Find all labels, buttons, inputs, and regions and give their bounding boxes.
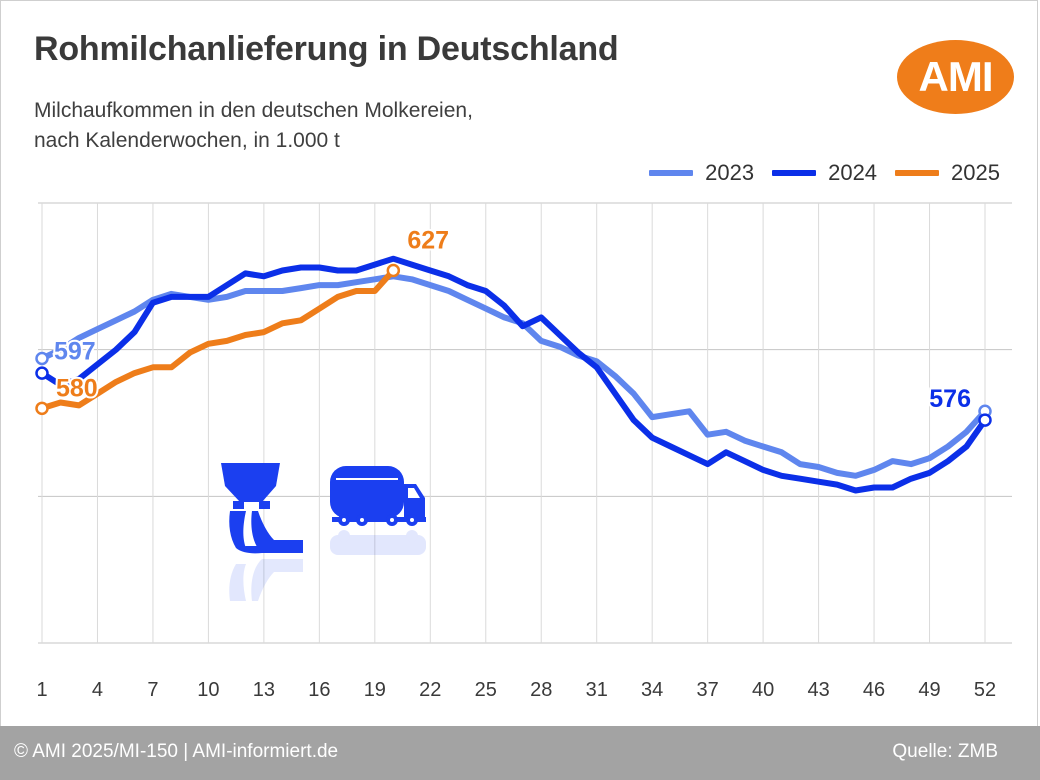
chart-title: Rohmilchanlieferung in Deutschland xyxy=(34,30,619,68)
x-tick-label: 10 xyxy=(197,679,219,701)
x-tick-label: 7 xyxy=(147,679,158,701)
data-label-2024-52: 576 xyxy=(929,385,971,413)
x-tick-label: 52 xyxy=(974,679,996,701)
legend-swatch-2023 xyxy=(649,170,694,176)
chart-legend: 2023 2024 2025 xyxy=(620,158,1000,188)
x-tick-label: 31 xyxy=(586,679,608,701)
subtitle-line-1: Milchaufkommen in den deutschen Molkerei… xyxy=(34,99,473,122)
data-label-2025-20: 627 xyxy=(407,226,449,254)
legend-label-2025: 2025 xyxy=(951,160,1000,185)
x-tick-label: 37 xyxy=(697,679,719,701)
legend-item-2025: 2025 xyxy=(895,160,1000,186)
footer-copyright: © AMI 2025/MI-150 | AMI-informiert.de xyxy=(14,741,339,762)
subtitle-line-2: nach Kalenderwochen, in 1.000 t xyxy=(34,129,340,152)
x-tick-label: 40 xyxy=(752,679,774,701)
x-tick-label: 46 xyxy=(863,679,885,701)
data-label-2025-1: 580 xyxy=(56,374,98,402)
legend-label-2024: 2024 xyxy=(828,160,878,185)
x-axis-ticks: 1 4 7 10 13 16 19 22 25 28 31 34 37 40 43 46 49 52 xyxy=(36,679,996,701)
logo-text: AMI xyxy=(918,53,994,100)
legend-item-2023: 2023 xyxy=(649,160,754,186)
x-tick-label: 22 xyxy=(419,679,441,701)
series-line-2023 xyxy=(39,273,988,479)
series-2024-start-marker xyxy=(35,366,49,380)
x-tick-label: 43 xyxy=(807,679,829,701)
footer-source: Quelle: ZMB xyxy=(892,741,998,762)
data-label-layer: 597 580 627 576 xyxy=(52,224,973,415)
x-tick-label: 16 xyxy=(308,679,330,701)
series-2025-end-marker xyxy=(386,263,401,278)
legend-item-2024: 2024 xyxy=(772,160,877,186)
marker-layer xyxy=(35,263,992,427)
x-tick-label: 34 xyxy=(641,679,663,701)
milking-machine-icon xyxy=(221,463,303,601)
grid-layer xyxy=(38,202,1012,644)
x-tick-label: 19 xyxy=(364,679,386,701)
series-line-2025 xyxy=(39,267,397,412)
x-tick-label: 49 xyxy=(918,679,940,701)
series-line-2024 xyxy=(39,255,988,494)
footer-bar: © AMI 2025/MI-150 | AMI-informiert.de Qu… xyxy=(0,726,1040,780)
chart-subtitle: Milchaufkommen in den deutschen Molkerei… xyxy=(34,96,634,156)
legend-label-2023: 2023 xyxy=(705,160,755,185)
x-tick-label: 28 xyxy=(530,679,552,701)
ami-logo: AMI xyxy=(897,40,1014,114)
milk-tanker-truck-icon xyxy=(330,466,426,555)
x-tick-label: 25 xyxy=(475,679,497,701)
legend-swatch-2024 xyxy=(772,170,817,176)
series-2025-start-marker xyxy=(35,401,49,416)
series-2024-end-marker xyxy=(978,413,992,427)
x-tick-label: 4 xyxy=(92,679,103,701)
line-chart: 1 4 7 10 13 16 19 22 25 28 31 34 37 40 43 46 49 52 xyxy=(35,202,1012,701)
series-layer xyxy=(39,255,988,494)
x-tick-label: 1 xyxy=(36,679,47,701)
x-tick-label: 13 xyxy=(253,679,275,701)
legend-swatch-2025 xyxy=(895,170,940,176)
data-label-2023-1: 597 xyxy=(54,337,96,365)
series-2023-start-marker xyxy=(35,351,49,366)
